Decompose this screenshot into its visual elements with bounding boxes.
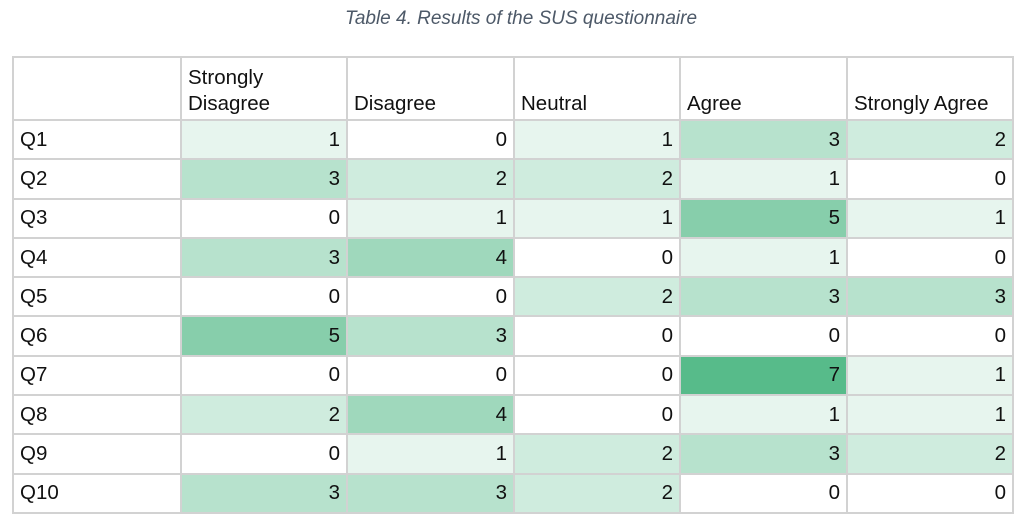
table-row: Q1 1 0 1 3 2 [12, 118, 1014, 161]
value-cell: 0 [846, 472, 1014, 514]
value-cell: 3 [180, 236, 348, 279]
value-cell: 3 [180, 472, 348, 514]
value-cell: 3 [846, 276, 1014, 318]
value-cell: 0 [679, 315, 848, 357]
value-cell: 0 [513, 315, 681, 357]
row-label: Q5 [12, 276, 182, 318]
value-cell: 0 [346, 276, 515, 318]
column-header: Strongly Disagree [180, 56, 348, 121]
header-row: Strongly Disagree Disagree Neutral Agree… [12, 56, 1014, 121]
value-cell: 2 [513, 276, 681, 318]
value-cell: 0 [180, 354, 348, 397]
corner-header-cell [12, 56, 182, 121]
table-row: Q6 5 3 0 0 0 [12, 315, 1014, 357]
row-label: Q6 [12, 315, 182, 357]
value-cell: 1 [180, 118, 348, 161]
value-cell: 2 [180, 394, 348, 436]
table-body: Q1 1 0 1 3 2 Q2 3 2 2 1 0 Q3 0 1 1 5 1 Q4 3 4 0 1 0 Q5 0 0 2 3 3 Q6 5 3 0… [12, 118, 1014, 514]
table-row: Q3 0 1 1 5 1 [12, 197, 1014, 239]
table-row: Q7 0 0 0 7 1 [12, 354, 1014, 397]
value-cell: 2 [346, 158, 515, 200]
column-header: Disagree [346, 56, 515, 121]
value-cell: 1 [846, 354, 1014, 397]
row-label: Q9 [12, 433, 182, 475]
column-header: Neutral [513, 56, 681, 121]
value-cell: 1 [346, 433, 515, 475]
value-cell: 1 [513, 118, 681, 161]
value-cell: 2 [846, 118, 1014, 161]
table-caption: Table 4. Results of the SUS questionnair… [344, 8, 698, 29]
value-cell: 1 [679, 394, 848, 436]
value-cell: 3 [679, 276, 848, 318]
row-label: Q2 [12, 158, 182, 200]
value-cell: 0 [846, 158, 1014, 200]
value-cell: 1 [346, 197, 515, 239]
row-label: Q8 [12, 394, 182, 436]
value-cell: 3 [346, 315, 515, 357]
value-cell: 0 [346, 354, 515, 397]
value-cell: 0 [846, 315, 1014, 357]
value-cell: 0 [679, 472, 848, 514]
value-cell: 1 [846, 197, 1014, 239]
value-cell: 2 [513, 158, 681, 200]
value-cell: 3 [679, 433, 848, 475]
table-row: Q8 2 4 0 1 1 [12, 394, 1014, 436]
value-cell: 1 [679, 236, 848, 279]
row-label: Q7 [12, 354, 182, 397]
value-cell: 7 [679, 354, 848, 397]
row-label: Q10 [12, 472, 182, 514]
value-cell: 0 [513, 394, 681, 436]
value-cell: 5 [180, 315, 348, 357]
table-row: Q4 3 4 0 1 0 [12, 236, 1014, 279]
value-cell: 3 [346, 472, 515, 514]
value-cell: 1 [846, 394, 1014, 436]
table-row: Q2 3 2 2 1 0 [12, 158, 1014, 200]
value-cell: 0 [346, 118, 515, 161]
value-cell: 3 [180, 158, 348, 200]
sus-results-table: Strongly Disagree Disagree Neutral Agree… [12, 56, 1014, 514]
value-cell: 4 [346, 236, 515, 279]
row-label: Q1 [12, 118, 182, 161]
value-cell: 1 [679, 158, 848, 200]
value-cell: 0 [180, 433, 348, 475]
row-label: Q4 [12, 236, 182, 279]
table-row: Q10 3 3 2 0 0 [12, 472, 1014, 514]
row-label: Q3 [12, 197, 182, 239]
value-cell: 0 [513, 354, 681, 397]
value-cell: 5 [679, 197, 848, 239]
column-header: Strongly Agree [846, 56, 1014, 121]
value-cell: 2 [513, 472, 681, 514]
column-header: Agree [679, 56, 848, 121]
table-row: Q9 0 1 2 3 2 [12, 433, 1014, 475]
value-cell: 2 [846, 433, 1014, 475]
value-cell: 3 [679, 118, 848, 161]
value-cell: 2 [513, 433, 681, 475]
value-cell: 1 [513, 197, 681, 239]
value-cell: 0 [180, 197, 348, 239]
value-cell: 0 [180, 276, 348, 318]
value-cell: 4 [346, 394, 515, 436]
value-cell: 0 [846, 236, 1014, 279]
table-row: Q5 0 0 2 3 3 [12, 276, 1014, 318]
value-cell: 0 [513, 236, 681, 279]
